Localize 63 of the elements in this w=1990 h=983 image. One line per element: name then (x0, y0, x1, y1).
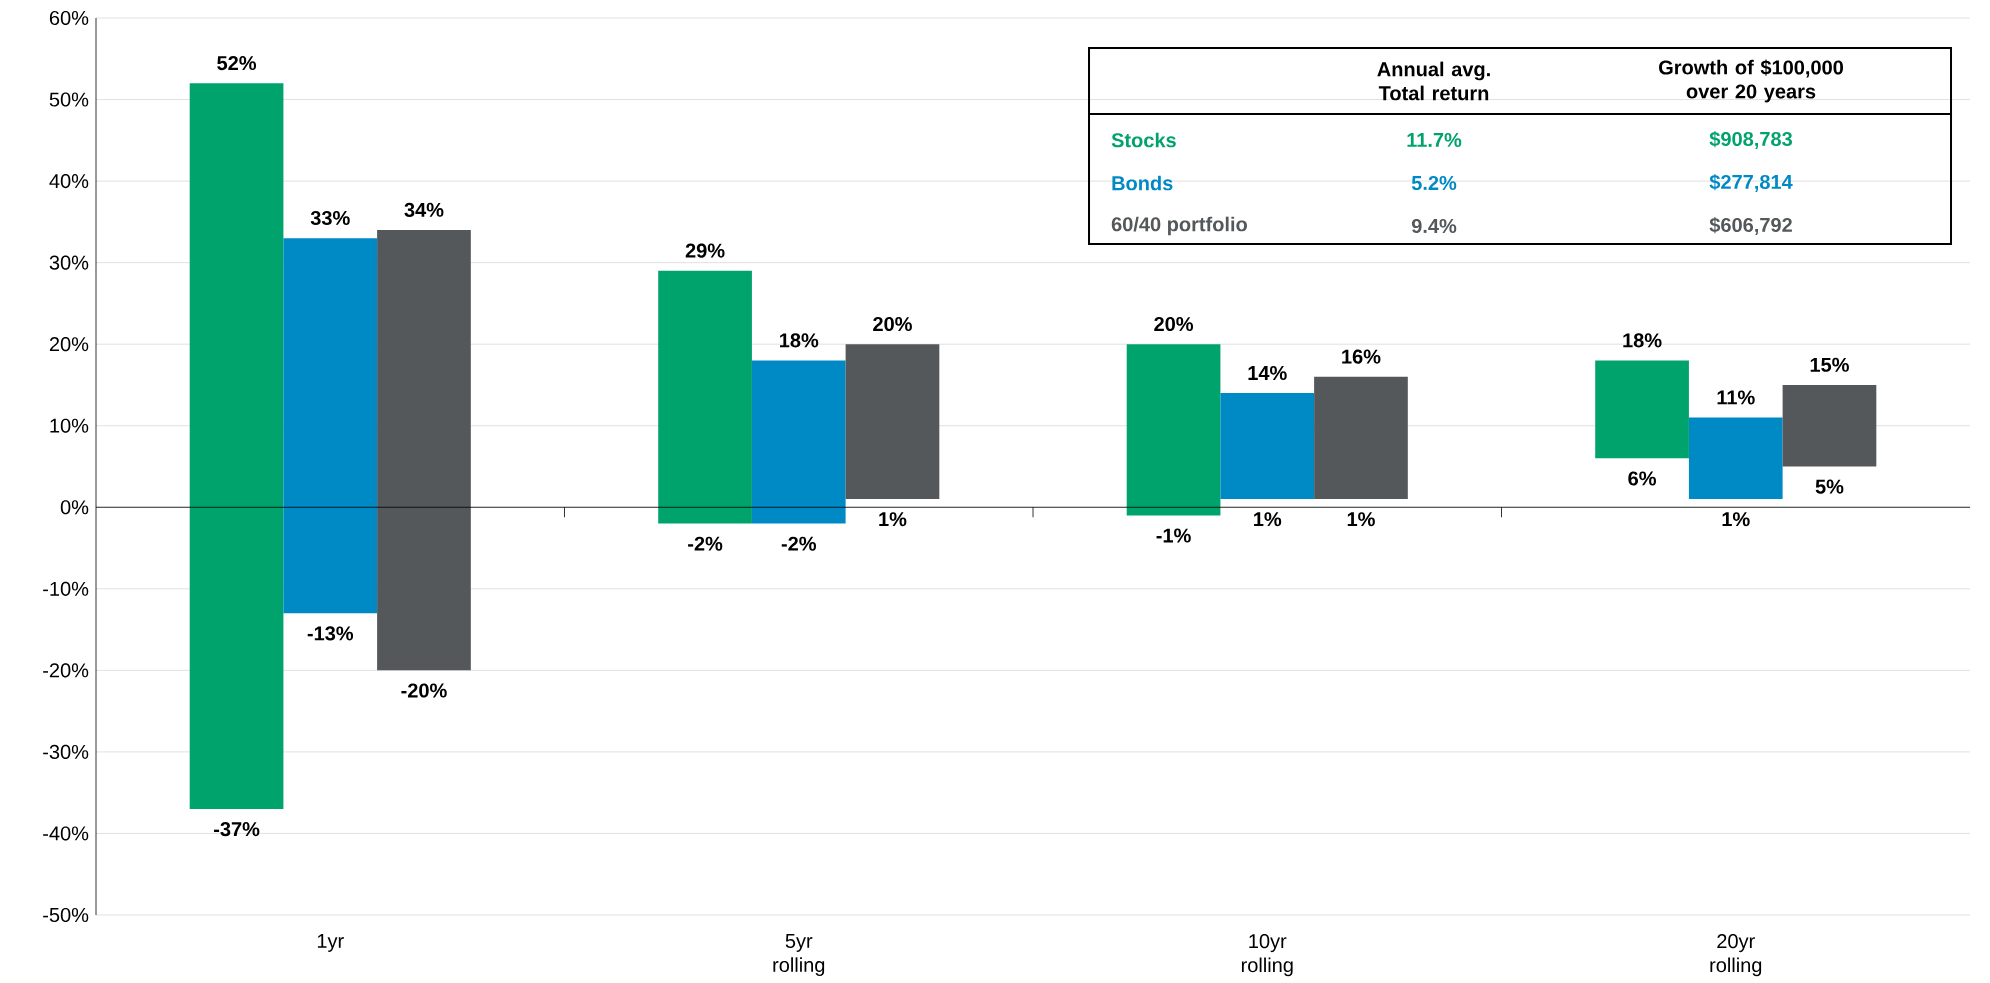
x-tick-label: 10yr rolling (1241, 934, 1293, 977)
x-tick-label: 5yr rolling (773, 934, 825, 977)
annotation: 11% (1717, 390, 1755, 405)
annotation: -20% (401, 683, 447, 698)
bar (189, 83, 284, 810)
annotation: 9.4% (1411, 219, 1457, 234)
bar (1220, 393, 1315, 500)
x-tick-label: 20yr rolling (1710, 934, 1762, 977)
annotation: Growth of $100,000 over 20 years (1659, 59, 1844, 103)
x-tick-label: 1yr (317, 934, 344, 953)
annotation: $908,783 (1709, 131, 1792, 150)
annotation: 16% (1342, 349, 1381, 364)
annotation: $606,792 (1709, 217, 1792, 236)
annotation: $277,814 (1709, 174, 1793, 193)
annotation: -1% (1156, 528, 1191, 543)
annotation: 29% (685, 243, 725, 258)
y-tick-label: -30% (43, 744, 89, 760)
annotation: 1% (1347, 512, 1375, 527)
annotation: 1% (879, 512, 907, 527)
bar (377, 230, 471, 671)
y-tick-label: -50% (43, 908, 89, 923)
annotation: 33% (310, 210, 350, 226)
annotation: 20% (873, 317, 912, 332)
annotation: 18% (1623, 333, 1662, 348)
annotation: -2% (688, 536, 723, 551)
y-tick-label: 60% (49, 10, 89, 26)
annotation: -13% (307, 626, 354, 641)
bar (1126, 344, 1221, 516)
annotation: 1% (1722, 512, 1750, 527)
y-tick-label: 0% (60, 500, 89, 515)
y-tick-label: 50% (49, 92, 89, 107)
bar (1782, 385, 1877, 467)
annotation: 14% (1248, 366, 1287, 381)
y-tick-label: 20% (49, 337, 89, 352)
annotation: 5% (1815, 479, 1844, 494)
annotation: 1% (1254, 512, 1282, 527)
annotation: -2% (781, 536, 817, 551)
annotation: 52% (217, 56, 257, 71)
annotation: 18% (780, 333, 819, 348)
annotation: Annual avg. Total return (1377, 61, 1490, 101)
y-tick-label: 30% (49, 255, 89, 270)
annotation: 11.7% (1407, 133, 1462, 148)
bar (1595, 360, 1689, 459)
annotation: 20% (1154, 317, 1194, 332)
y-tick-label: 10% (50, 418, 89, 433)
text: Stocks (1111, 132, 1176, 148)
y-tick-label: -20% (43, 663, 89, 678)
bar (1314, 376, 1408, 500)
annotation: -37% (214, 822, 260, 837)
annotation: 5.2% (1411, 176, 1457, 191)
bar (845, 344, 940, 500)
bar (1688, 417, 1783, 500)
bar (283, 238, 378, 614)
text: 60/40 portfolio (1111, 216, 1247, 236)
text: Bonds (1112, 175, 1173, 191)
y-tick-label: -40% (43, 826, 89, 841)
annotation: 34% (404, 202, 444, 218)
annotation: 15% (1810, 357, 1849, 372)
bar (658, 270, 752, 524)
y-tick-label: 40% (49, 174, 89, 189)
bar (751, 360, 846, 524)
annotation: 6% (1628, 471, 1656, 486)
y-tick-label: -10% (43, 581, 89, 596)
